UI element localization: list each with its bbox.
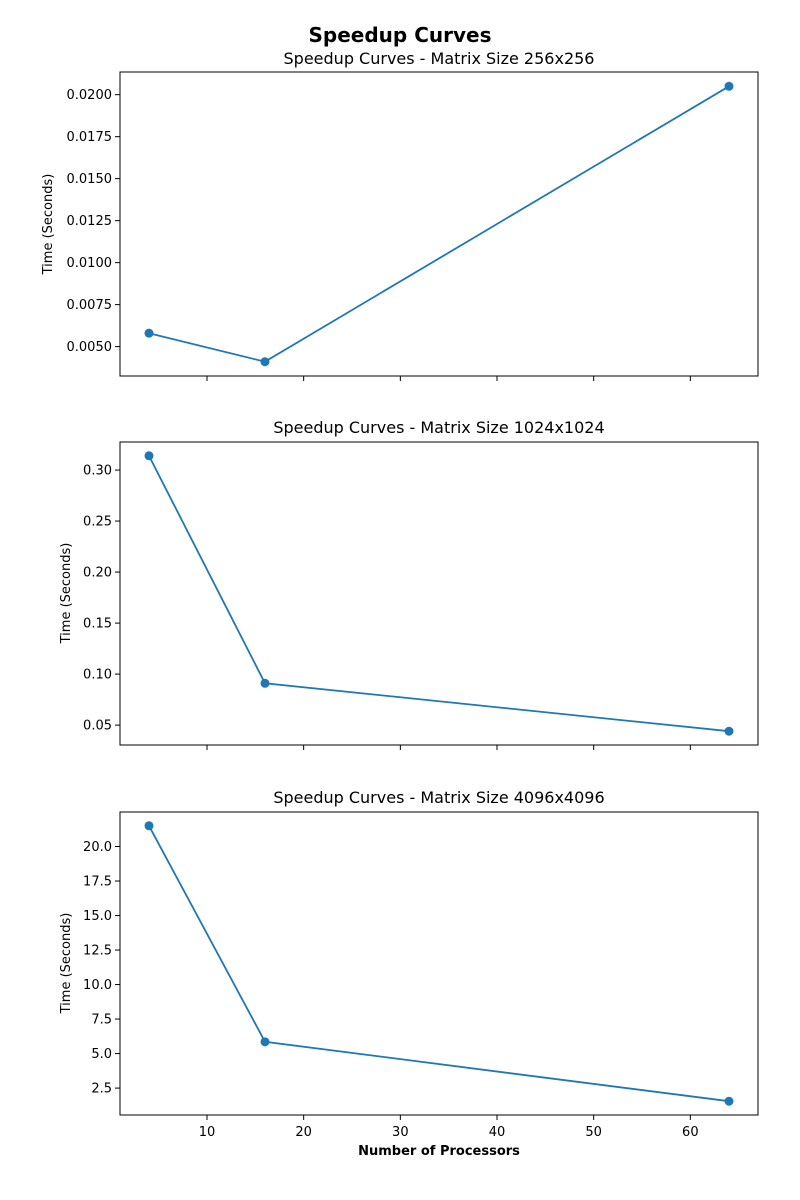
y-tick-label: 2.5 bbox=[91, 1082, 112, 1097]
x-tick-label: 40 bbox=[489, 1125, 506, 1140]
y-tick-label: 0.0150 bbox=[67, 172, 113, 187]
data-point bbox=[724, 1096, 734, 1106]
y-tick-label: 15.0 bbox=[83, 909, 112, 924]
subplot-title: Speedup Curves - Matrix Size 4096x4096 bbox=[273, 788, 604, 807]
series bbox=[144, 821, 734, 1106]
data-point bbox=[144, 451, 154, 461]
y-tick-label: 0.30 bbox=[83, 464, 112, 479]
y-tick-label: 0.05 bbox=[83, 719, 112, 734]
figure-title: Speedup Curves bbox=[309, 23, 492, 47]
data-point bbox=[144, 821, 154, 831]
x-axis-label: Number of Processors bbox=[358, 1144, 520, 1159]
y-ticks: 2.5 5.0 7.5 10.0 12.5 15.0 17.5 20.0 bbox=[83, 840, 120, 1097]
series-line bbox=[148, 85, 730, 363]
y-axis-label: Time (Seconds) bbox=[59, 913, 74, 1015]
subplot-256: Speedup Curves - Matrix Size 256x256 Tim… bbox=[41, 49, 759, 381]
subplot-title: Speedup Curves - Matrix Size 1024x1024 bbox=[273, 418, 604, 437]
series bbox=[144, 451, 734, 736]
subplot-title: Speedup Curves - Matrix Size 256x256 bbox=[284, 49, 595, 68]
y-tick-label: 0.0075 bbox=[67, 298, 113, 313]
y-tick-label: 20.0 bbox=[83, 840, 112, 855]
y-tick-label: 10.0 bbox=[83, 978, 112, 993]
y-tick-label: 0.25 bbox=[83, 515, 112, 530]
y-axis-label: Time (Seconds) bbox=[59, 543, 74, 645]
y-tick-label: 0.0100 bbox=[67, 256, 113, 271]
series bbox=[144, 81, 734, 367]
data-point bbox=[144, 328, 154, 338]
x-tick-label: 20 bbox=[295, 1125, 312, 1140]
y-axis-label: Time (Seconds) bbox=[41, 174, 56, 276]
y-tick-label: 0.0050 bbox=[67, 340, 113, 355]
y-tick-label: 0.0125 bbox=[67, 214, 113, 229]
x-ticks: 10 20 30 40 50 60 bbox=[199, 1115, 699, 1140]
y-tick-label: 0.20 bbox=[83, 566, 112, 581]
x-tick-label: 30 bbox=[392, 1125, 409, 1140]
series-line bbox=[148, 825, 730, 1103]
subplot-1024: Speedup Curves - Matrix Size 1024x1024 T… bbox=[59, 418, 759, 750]
x-tick-label: 10 bbox=[199, 1125, 216, 1140]
plot-frame bbox=[119, 71, 759, 377]
x-ticks bbox=[206, 745, 691, 750]
data-point bbox=[260, 1037, 270, 1047]
x-tick-label: 50 bbox=[585, 1125, 602, 1140]
x-tick-label: 60 bbox=[682, 1125, 699, 1140]
y-tick-label: 0.10 bbox=[83, 668, 112, 683]
data-point bbox=[724, 81, 734, 91]
x-ticks bbox=[206, 376, 691, 381]
plot-frame bbox=[119, 441, 759, 746]
y-ticks: 0.05 0.10 0.15 0.20 0.25 0.30 bbox=[83, 464, 120, 734]
y-tick-label: 5.0 bbox=[91, 1047, 112, 1062]
series-line bbox=[148, 455, 730, 733]
y-tick-label: 17.5 bbox=[83, 875, 112, 890]
y-tick-label: 7.5 bbox=[91, 1013, 112, 1028]
y-tick-label: 0.0200 bbox=[67, 88, 113, 103]
y-tick-label: 0.15 bbox=[83, 617, 112, 632]
y-tick-label: 0.0175 bbox=[67, 130, 113, 145]
plot-frame bbox=[119, 811, 759, 1116]
data-point bbox=[260, 357, 270, 367]
subplot-4096: Speedup Curves - Matrix Size 4096x4096 T… bbox=[59, 788, 759, 1140]
y-ticks: 0.0050 0.0075 0.0100 0.0125 0.0150 0.0175 0.02… bbox=[67, 88, 120, 355]
data-point bbox=[260, 678, 270, 688]
data-point bbox=[724, 726, 734, 736]
y-tick-label: 12.5 bbox=[83, 944, 112, 959]
